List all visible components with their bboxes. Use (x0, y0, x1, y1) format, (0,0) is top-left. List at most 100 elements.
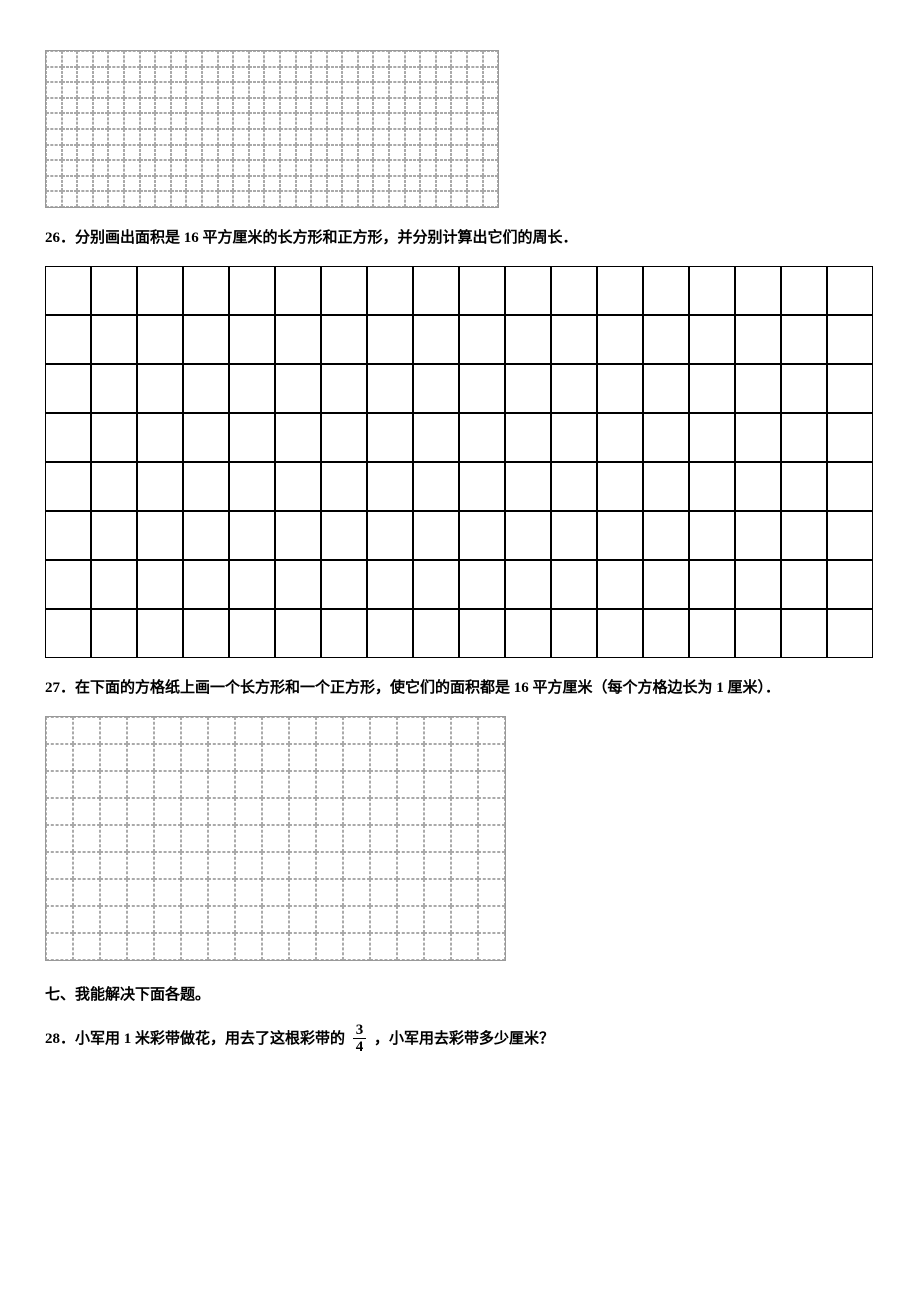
grid-cell (389, 176, 405, 192)
grid-cell (467, 113, 483, 129)
grid-cell (413, 462, 459, 511)
grid-cell (186, 145, 202, 161)
grid-cell (420, 113, 436, 129)
grid-cell (311, 160, 327, 176)
grid-cell (327, 67, 343, 83)
grid-cell (551, 364, 597, 413)
grid-cell (45, 462, 91, 511)
grid-cell (413, 511, 459, 560)
grid-cell (77, 160, 93, 176)
grid-cell (643, 413, 689, 462)
grid-cell (327, 51, 343, 67)
grid-cell (108, 82, 124, 98)
grid-cell (155, 145, 171, 161)
grid-cell (186, 129, 202, 145)
grid-cell (321, 413, 367, 462)
grid-cell (397, 744, 424, 771)
grid-cell (275, 609, 321, 658)
grid-cell (483, 113, 499, 129)
grid-q27-dashed (45, 716, 506, 961)
grid-cell (218, 98, 234, 114)
grid-cell (46, 129, 62, 145)
question-27-text: 27．在下面的方格纸上画一个长方形和一个正方形，使它们的面积都是 16 平方厘米… (45, 676, 875, 700)
grid-cell (108, 191, 124, 207)
grid-cell (262, 825, 289, 852)
grid-cell (62, 145, 78, 161)
grid-cell (264, 51, 280, 67)
grid-cell (45, 511, 91, 560)
grid-cell (478, 717, 505, 744)
grid-cell (483, 191, 499, 207)
grid-cell (597, 315, 643, 364)
grid-cell (316, 906, 343, 933)
grid-cell (505, 609, 551, 658)
grid-cell (77, 191, 93, 207)
grid-cell (451, 51, 467, 67)
grid-cell (483, 67, 499, 83)
grid-cell (73, 879, 100, 906)
grid-cell (478, 906, 505, 933)
grid-cell (233, 98, 249, 114)
grid-cell (208, 906, 235, 933)
grid-cell (689, 511, 735, 560)
grid-cell (202, 82, 218, 98)
grid-cell (735, 266, 781, 315)
grid-cell (342, 176, 358, 192)
grid-cell (249, 129, 265, 145)
grid-cell (140, 67, 156, 83)
grid-cell (296, 98, 312, 114)
grid-cell (321, 511, 367, 560)
grid-cell (321, 609, 367, 658)
grid-cell (367, 266, 413, 315)
grid-cell (140, 82, 156, 98)
grid-cell (342, 129, 358, 145)
grid-cell (124, 145, 140, 161)
grid-cell (370, 879, 397, 906)
grid-cell (689, 266, 735, 315)
grid-cell (478, 798, 505, 825)
grid-cell (93, 82, 109, 98)
grid-cell (735, 511, 781, 560)
grid-cell (327, 98, 343, 114)
grid-cell (405, 82, 421, 98)
grid-cell (140, 145, 156, 161)
grid-cell (689, 364, 735, 413)
grid-cell (389, 98, 405, 114)
grid-cell (735, 609, 781, 658)
grid-cell (183, 609, 229, 658)
grid-cell (155, 113, 171, 129)
grid-cell (171, 98, 187, 114)
grid-cell (155, 67, 171, 83)
grid-cell (436, 113, 452, 129)
grid-cell (597, 266, 643, 315)
grid-q26-solid (45, 266, 873, 658)
grid-cell (124, 98, 140, 114)
grid-cell (100, 933, 127, 960)
grid-cell (451, 160, 467, 176)
grid-cell (127, 825, 154, 852)
grid-cell (397, 798, 424, 825)
grid-cell (137, 560, 183, 609)
grid-cell (311, 113, 327, 129)
grid-cell (451, 879, 478, 906)
grid-cell (155, 129, 171, 145)
grid-cell (321, 560, 367, 609)
grid-cell (397, 825, 424, 852)
grid-cell (405, 145, 421, 161)
grid-cell (233, 113, 249, 129)
grid-cell (413, 315, 459, 364)
grid-cell (249, 145, 265, 161)
grid-cell (264, 191, 280, 207)
grid-cell (264, 176, 280, 192)
grid-cell (467, 129, 483, 145)
grid-cell (367, 364, 413, 413)
grid-cell (73, 825, 100, 852)
grid-cell (643, 315, 689, 364)
grid-cell (93, 145, 109, 161)
grid-cell (289, 825, 316, 852)
grid-cell (781, 462, 827, 511)
grid-cell (343, 933, 370, 960)
grid-cell (327, 113, 343, 129)
grid-cell (62, 67, 78, 83)
grid-cell (46, 825, 73, 852)
